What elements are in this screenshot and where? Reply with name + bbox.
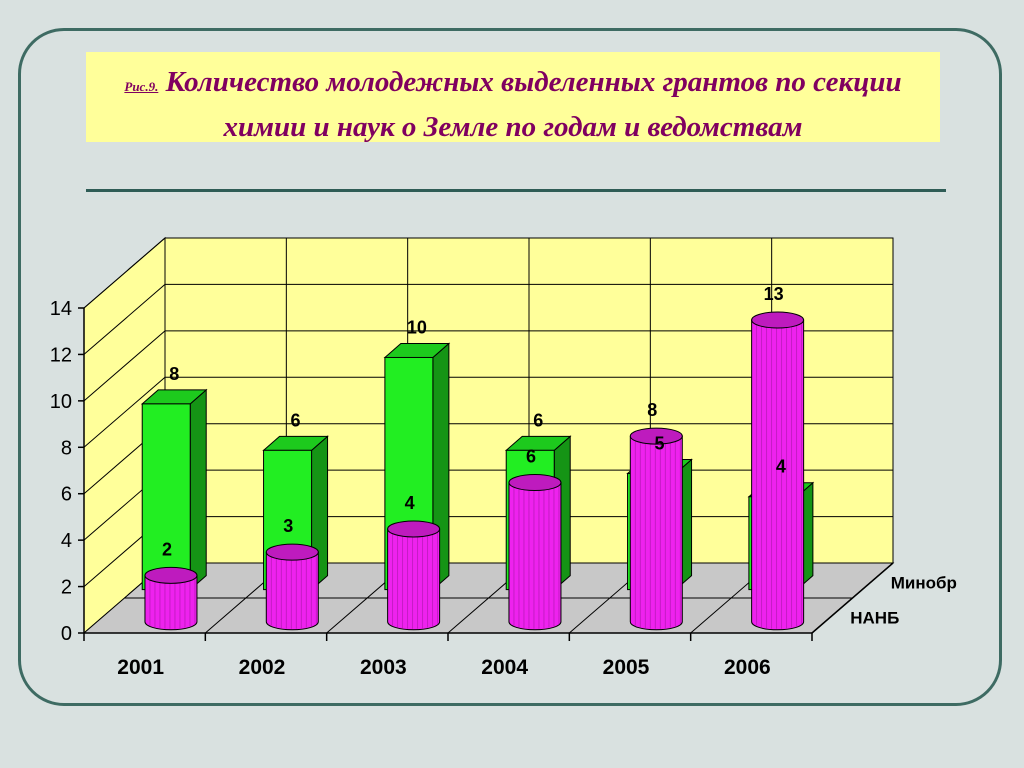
data-label: 6 [291,410,301,430]
series-label: НАНБ [850,609,899,628]
figure-label: Рис.9. [124,79,159,94]
x-tick-label: 2005 [603,656,650,679]
bar-top [751,311,805,329]
bar-top [629,427,683,445]
bar-top [508,474,562,492]
bar-top [144,566,198,584]
data-label: 4 [776,457,786,477]
chart-title: Количество молодежных выделенных грантов… [165,66,902,143]
y-tick-label: 10 [50,391,72,413]
y-tick-label: 4 [61,530,72,552]
series-label: Минобр [891,574,957,593]
title-box: Рис.9. Количество молодежных выделенных … [86,52,940,143]
bar [141,403,191,591]
front-series-bars [144,311,805,631]
data-label: 4 [405,493,415,513]
divider-line [86,189,946,192]
depth-axis [811,562,894,634]
bar [144,574,198,631]
data-label: 6 [526,447,536,467]
y-tick-label: 0 [61,623,72,645]
chart-labels: 0 2 4 6 8 10 12 14 2001 2002 2003 2004 2005 2006 Миноб… [50,284,957,679]
x-tick-label: 2004 [481,656,528,679]
x-tick-label: 2006 [724,656,771,679]
y-tick-label: 14 [50,298,72,320]
data-label: 6 [533,410,543,430]
y-tick-label: 6 [61,484,72,506]
data-label: 10 [407,317,427,337]
data-label: 5 [655,434,665,454]
bar [508,482,562,631]
x-tick-label: 2002 [239,656,286,679]
x-tick-label: 2001 [117,656,164,679]
x-tick-label: 2003 [360,656,407,679]
data-label: 13 [764,284,784,304]
bar-top [265,543,319,561]
bar [265,551,319,631]
data-label: 2 [162,539,172,559]
y-tick-label: 2 [61,577,72,599]
bar [629,435,683,631]
y-tick-label: 8 [61,437,72,459]
data-label: 8 [169,364,179,384]
bar-top [387,520,441,538]
y-tick-label: 12 [50,344,72,366]
data-label: 8 [647,400,657,420]
data-label: 3 [283,516,293,536]
bar [387,528,441,631]
bar [751,319,805,631]
bar-side [189,388,207,591]
